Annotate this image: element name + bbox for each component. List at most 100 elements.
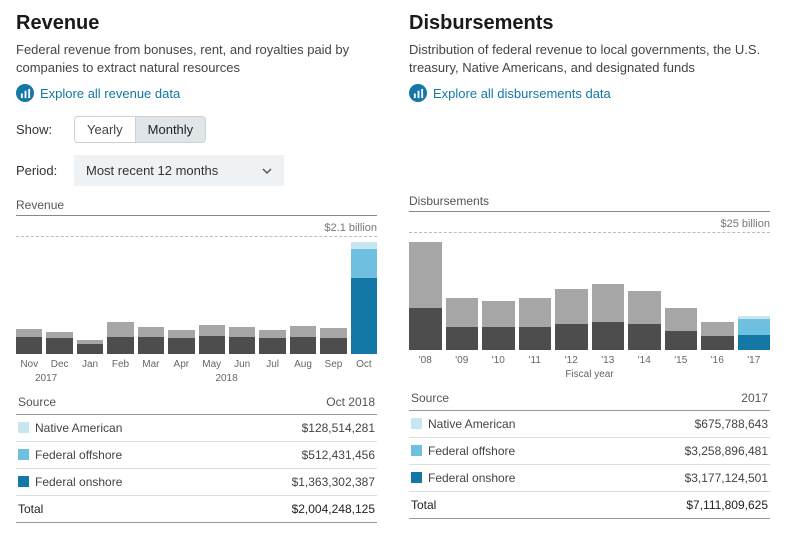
bar[interactable] bbox=[107, 322, 133, 355]
row-value: $512,431,456 bbox=[216, 442, 377, 469]
bar[interactable] bbox=[138, 327, 164, 354]
bar[interactable] bbox=[168, 330, 194, 354]
bar[interactable] bbox=[259, 330, 285, 354]
x-label: '16 bbox=[701, 355, 734, 366]
row-label: Native American bbox=[35, 421, 122, 435]
bar-segment bbox=[138, 337, 164, 354]
bar-segment bbox=[592, 284, 625, 322]
bar-segment bbox=[351, 249, 377, 278]
period-select[interactable]: Most recent 12 months bbox=[74, 155, 284, 186]
spacer bbox=[409, 116, 770, 194]
bar-segment bbox=[107, 337, 133, 354]
bar-segment bbox=[229, 327, 255, 337]
bar-segment bbox=[168, 330, 194, 338]
bar[interactable] bbox=[409, 242, 442, 351]
table-row: Federal offshore$512,431,456 bbox=[16, 442, 377, 469]
row-label: Native American bbox=[428, 417, 515, 431]
bar-segment bbox=[738, 319, 771, 335]
revenue-chart-title: Revenue bbox=[16, 198, 377, 216]
bar-segment bbox=[409, 308, 442, 350]
bar[interactable] bbox=[199, 325, 225, 354]
bar-segment bbox=[665, 308, 698, 332]
bar-segment bbox=[351, 278, 377, 354]
table-row: Native American $675,788,643 bbox=[409, 411, 770, 438]
legend-swatch bbox=[411, 472, 422, 483]
year-label: 2017 bbox=[16, 373, 76, 384]
x-label: Apr bbox=[168, 359, 194, 370]
bar[interactable] bbox=[351, 242, 377, 354]
bar[interactable] bbox=[701, 322, 734, 350]
source-header: Source bbox=[16, 390, 216, 415]
x-label: '08 bbox=[409, 355, 442, 366]
x-label: '15 bbox=[665, 355, 698, 366]
disbursements-explore-link[interactable]: Explore all disbursements data bbox=[409, 84, 770, 102]
revenue-heading: Revenue bbox=[16, 12, 377, 35]
x-labels: '08'09'10'11'12'13'14'15'16'17 bbox=[409, 355, 770, 366]
disbursements-explore-text[interactable]: Explore all disbursements data bbox=[433, 86, 611, 101]
bar-segment bbox=[519, 327, 552, 351]
disbursements-table: Source2017Native American$675,788,643Fed… bbox=[409, 386, 770, 519]
total-value: $2,004,248,125 bbox=[216, 496, 377, 523]
bar-segment bbox=[555, 289, 588, 324]
bar-segment bbox=[409, 242, 442, 308]
x-label: Oct bbox=[351, 359, 377, 370]
x-label: Feb bbox=[107, 359, 133, 370]
bar[interactable] bbox=[290, 326, 316, 354]
legend-swatch bbox=[411, 418, 422, 429]
chart-icon bbox=[16, 84, 34, 102]
row-value: $128,514,281 bbox=[216, 415, 377, 442]
bar-segment bbox=[138, 327, 164, 337]
bar[interactable] bbox=[555, 289, 588, 350]
bar-segment bbox=[351, 242, 377, 249]
row-value: $3,258,896,481 bbox=[609, 438, 770, 465]
bar[interactable] bbox=[738, 316, 771, 350]
total-value: $7,111,809,625 bbox=[609, 492, 770, 519]
bar-segment bbox=[482, 327, 515, 351]
x-label: '10 bbox=[482, 355, 515, 366]
bar-segment bbox=[701, 322, 734, 336]
bar-segment bbox=[199, 325, 225, 336]
toggle-monthly[interactable]: Monthly bbox=[136, 117, 206, 142]
row-value: $675,788,643 bbox=[609, 411, 770, 438]
bar[interactable] bbox=[46, 332, 72, 354]
period-header: 2017 bbox=[609, 386, 770, 411]
row-label: Federal onshore bbox=[428, 471, 515, 485]
bar-segment bbox=[446, 327, 479, 351]
bar-segment bbox=[665, 331, 698, 350]
bar[interactable] bbox=[229, 327, 255, 354]
row-label: Federal onshore bbox=[35, 475, 122, 489]
bar-segment bbox=[592, 322, 625, 350]
x-label: Aug bbox=[290, 359, 316, 370]
y-max-label: $25 billion bbox=[720, 218, 770, 230]
revenue-panel: Revenue Federal revenue from bonuses, re… bbox=[16, 12, 377, 523]
period-toggle: Yearly Monthly bbox=[74, 116, 206, 143]
bar[interactable] bbox=[446, 298, 479, 350]
row-value: $1,363,302,387 bbox=[216, 469, 377, 496]
bar[interactable] bbox=[482, 301, 515, 351]
disbursements-chart: $25 billion '08'09'10'11'12'13'14'15'16'1… bbox=[409, 218, 770, 378]
toggle-yearly[interactable]: Yearly bbox=[75, 117, 136, 142]
revenue-explore-text[interactable]: Explore all revenue data bbox=[40, 86, 180, 101]
legend-swatch bbox=[18, 449, 29, 460]
y-max-label: $2.1 billion bbox=[324, 222, 377, 234]
legend-swatch bbox=[411, 445, 422, 456]
bar-segment bbox=[77, 344, 103, 354]
bar-segment bbox=[519, 298, 552, 326]
bars-container bbox=[409, 232, 770, 350]
bar-segment bbox=[107, 322, 133, 338]
bar-segment bbox=[16, 329, 42, 337]
bar[interactable] bbox=[665, 308, 698, 350]
bar[interactable] bbox=[320, 328, 346, 354]
bar[interactable] bbox=[592, 284, 625, 350]
bar[interactable] bbox=[77, 340, 103, 355]
bar-segment bbox=[16, 337, 42, 354]
bar[interactable] bbox=[628, 291, 661, 350]
revenue-explore-link[interactable]: Explore all revenue data bbox=[16, 84, 377, 102]
bar[interactable] bbox=[16, 329, 42, 354]
period-header: Oct 2018 bbox=[216, 390, 377, 415]
bar[interactable] bbox=[519, 298, 552, 350]
table-row: Federal onshore$3,177,124,501 bbox=[409, 465, 770, 492]
show-label: Show: bbox=[16, 122, 64, 137]
bar-segment bbox=[320, 328, 346, 338]
axis-title: Fiscal year bbox=[409, 369, 770, 380]
